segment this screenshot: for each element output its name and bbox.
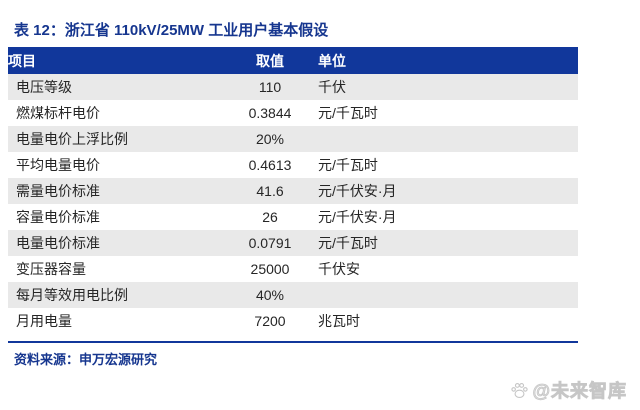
table-bottom-rule: [8, 341, 578, 343]
row-unit: 千伏: [318, 79, 346, 95]
row-item-label: 平均电量电价: [16, 157, 100, 173]
table-title: 表 12：浙江省 110kV/25MW 工业用户基本假设: [14, 22, 329, 39]
row-item-label: 每月等效用电比例: [16, 287, 128, 303]
row-item-label: 电量电价标准: [16, 235, 100, 251]
row-unit: 兆瓦时: [318, 313, 360, 329]
watermark-text: @未来智库: [532, 381, 627, 402]
table-row: 燃煤标杆电价 0.3844 元/千瓦时: [8, 100, 578, 126]
row-value: 41.6: [256, 183, 284, 199]
table-row: 变压器容量 25000 千伏安: [8, 256, 578, 282]
row-value: 20%: [255, 131, 285, 147]
row-item-label: 需量电价标准: [16, 183, 100, 199]
row-value: 0.3844: [248, 105, 292, 121]
row-unit: 千伏安: [318, 261, 360, 277]
row-value: 7200: [254, 313, 286, 329]
row-unit: [318, 126, 578, 152]
column-header-item: 项目: [8, 52, 36, 69]
table-row: 每月等效用电比例 40%: [8, 282, 578, 308]
row-item-label: 电压等级: [16, 79, 72, 95]
row-item-label: 月用电量: [16, 313, 72, 329]
table-row: 电量电价标准 0.0791 元/千瓦时: [8, 230, 578, 256]
table-block: 表 12：浙江省 110kV/25MW 工业用户基本假设 项目 取值 单位 电压…: [8, 0, 578, 368]
table-header: 项目 取值 单位: [8, 47, 578, 74]
table-body: 电压等级 110 千伏 燃煤标杆电价 0.3844 元/千瓦时 电量电价上浮比例…: [8, 74, 578, 334]
column-header-unit: 单位: [318, 52, 346, 69]
table-row: 容量电价标准 26 元/千伏安·月: [8, 204, 578, 230]
column-header-value: 取值: [256, 52, 284, 69]
row-item-label: 容量电价标准: [16, 209, 100, 225]
row-unit: 元/千伏安·月: [318, 209, 397, 225]
table-row: 月用电量 7200 兆瓦时: [8, 308, 578, 334]
row-unit: [318, 282, 578, 308]
table-row: 需量电价标准 41.6 元/千伏安·月: [8, 178, 578, 204]
row-value: 26: [262, 209, 278, 225]
row-value: 0.0791: [248, 235, 292, 251]
row-item-label: 电量电价上浮比例: [16, 131, 128, 147]
row-value: 0.4613: [248, 157, 292, 173]
table-row: 平均电量电价 0.4613 元/千瓦时: [8, 152, 578, 178]
table-header-row: 项目 取值 单位: [8, 47, 578, 74]
assumptions-table: 项目 取值 单位 电压等级 110 千伏 燃煤标杆电价 0.3844: [8, 47, 578, 334]
watermark: @未来智库: [510, 377, 627, 403]
source-line: 资料来源：申万宏源研究: [14, 352, 158, 367]
paw-icon: [511, 382, 529, 398]
row-unit: 元/千伏安·月: [318, 183, 397, 199]
row-item-label: 变压器容量: [16, 261, 86, 277]
row-value: 25000: [250, 261, 290, 277]
row-value: 40%: [255, 287, 285, 303]
row-unit: 元/千瓦时: [318, 235, 378, 251]
row-unit: 元/千瓦时: [318, 105, 378, 121]
row-value: 110: [258, 79, 282, 95]
row-unit: 元/千瓦时: [318, 157, 378, 173]
table-row: 电量电价上浮比例 20%: [8, 126, 578, 152]
table-row: 电压等级 110 千伏: [8, 74, 578, 100]
row-item-label: 燃煤标杆电价: [16, 105, 100, 121]
